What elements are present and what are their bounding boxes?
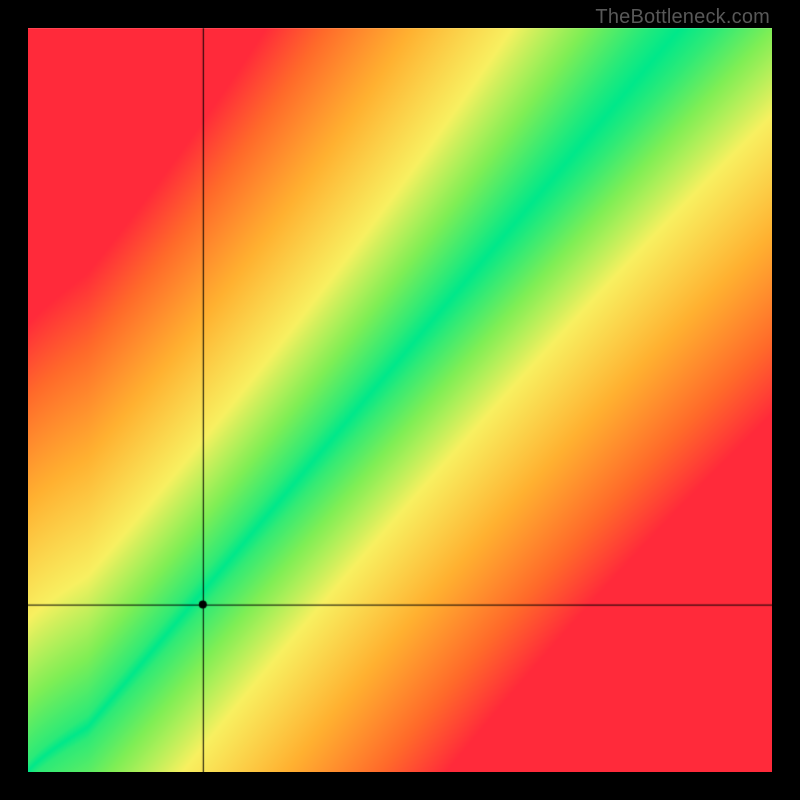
chart-container: TheBottleneck.com [0,0,800,800]
frame-left [0,0,28,800]
frame-right [772,0,800,800]
heatmap-canvas [0,0,800,800]
watermark-text: TheBottleneck.com [595,6,770,29]
frame-bottom [0,772,800,800]
